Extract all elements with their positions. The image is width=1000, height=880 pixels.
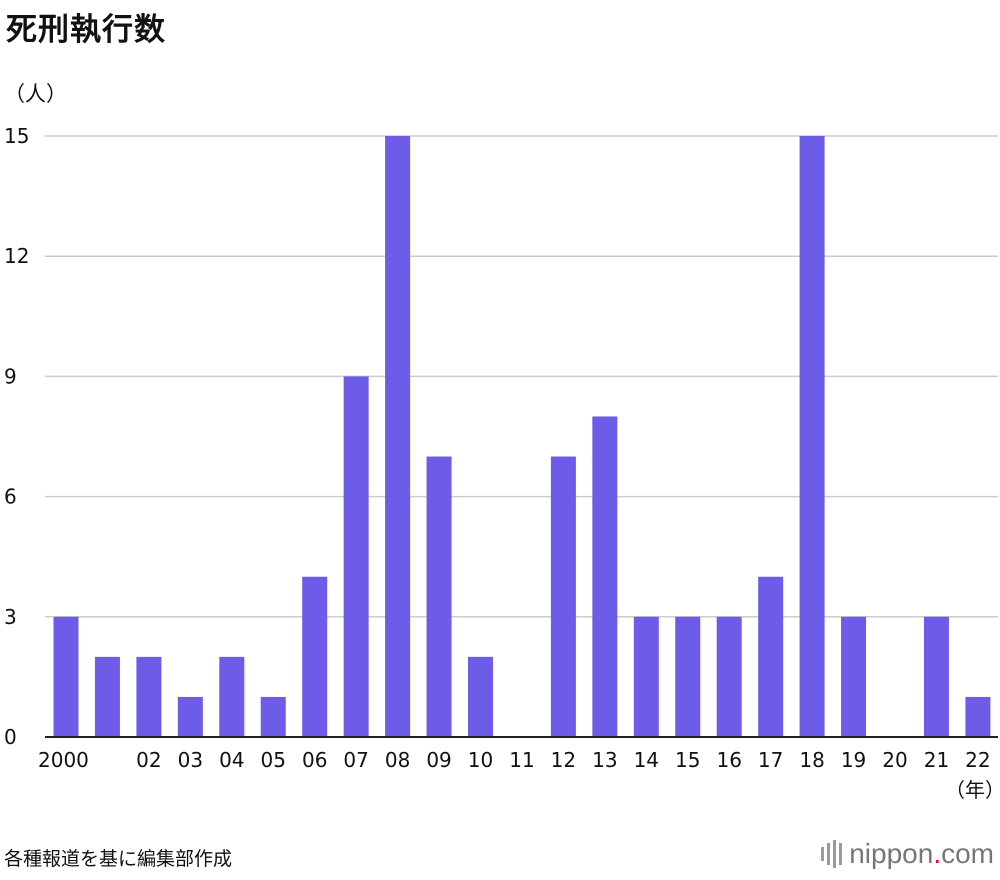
bar-06 [302, 576, 328, 737]
y-tick-label: 3 [4, 605, 17, 629]
bar-05 [260, 696, 286, 737]
logo-suffix: com [941, 838, 994, 869]
x-tick-label: 11 [509, 748, 534, 772]
y-tick-label: 12 [4, 244, 29, 268]
x-tick-label: 12 [551, 748, 576, 772]
x-tick-labels: 2000 02 03 04 05 06 07 08 09 10 11 12 13 14 15 16 17 18 19… [38, 748, 991, 772]
y-tick-labels: 0 3 6 9 12 15 [4, 124, 29, 749]
bar-18 [799, 136, 825, 737]
x-tick-label: 07 [343, 748, 368, 772]
x-tick-label: 13 [592, 748, 617, 772]
bar-19 [841, 616, 867, 737]
x-tick-label: 03 [178, 748, 203, 772]
bar-14 [633, 616, 659, 737]
y-tick-label: 0 [4, 725, 17, 749]
bar-08 [385, 136, 411, 737]
bar-17 [758, 576, 784, 737]
x-tick-label: 10 [468, 748, 493, 772]
logo-dot: . [933, 838, 942, 869]
x-tick-label: 16 [716, 748, 741, 772]
x-tick-label: 05 [261, 748, 286, 772]
bar-13 [592, 416, 618, 737]
x-axis-unit-label: （年） [945, 778, 1000, 802]
x-tick-label: 2000 [38, 748, 89, 772]
x-tick-label: 18 [799, 748, 824, 772]
y-tick-label: 9 [4, 364, 17, 388]
x-tick-label: 17 [758, 748, 783, 772]
source-note: 各種報道を基に編集部作成 [4, 848, 233, 870]
x-tick-label: 19 [841, 748, 866, 772]
y-axis-unit-label: （人） [4, 82, 67, 106]
gridlines [45, 135, 998, 618]
chart-title: 死刑執行数 [6, 12, 166, 48]
x-tick-label: 08 [385, 748, 410, 772]
bar-01 [94, 656, 120, 737]
x-tick-label: 14 [634, 748, 659, 772]
bar-09 [426, 456, 452, 737]
bar-2000 [53, 616, 79, 737]
x-tick-label: 15 [675, 748, 700, 772]
x-tick-label: 02 [136, 748, 161, 772]
y-tick-label: 15 [4, 124, 29, 148]
x-tick-label: 09 [426, 748, 451, 772]
logo-text: nippon [849, 838, 934, 869]
x-tick-label: 04 [219, 748, 244, 772]
x-tick-label: 22 [965, 748, 990, 772]
bar-03 [177, 696, 203, 737]
bar-22 [965, 696, 991, 737]
x-tick-label: 06 [302, 748, 327, 772]
bar-12 [550, 456, 576, 737]
bar-21 [923, 616, 949, 737]
bar-10 [468, 656, 493, 737]
bar-02 [136, 656, 162, 737]
x-tick-label: 20 [882, 748, 907, 772]
bar-04 [219, 656, 245, 737]
bar-15 [675, 616, 701, 737]
logo-mark-icon [821, 840, 843, 868]
bar-07 [343, 376, 369, 737]
nippon-logo: nippon. com [821, 838, 994, 870]
bars [53, 136, 991, 737]
bar-16 [716, 616, 742, 737]
y-tick-label: 6 [4, 485, 17, 509]
x-tick-label: 21 [924, 748, 949, 772]
